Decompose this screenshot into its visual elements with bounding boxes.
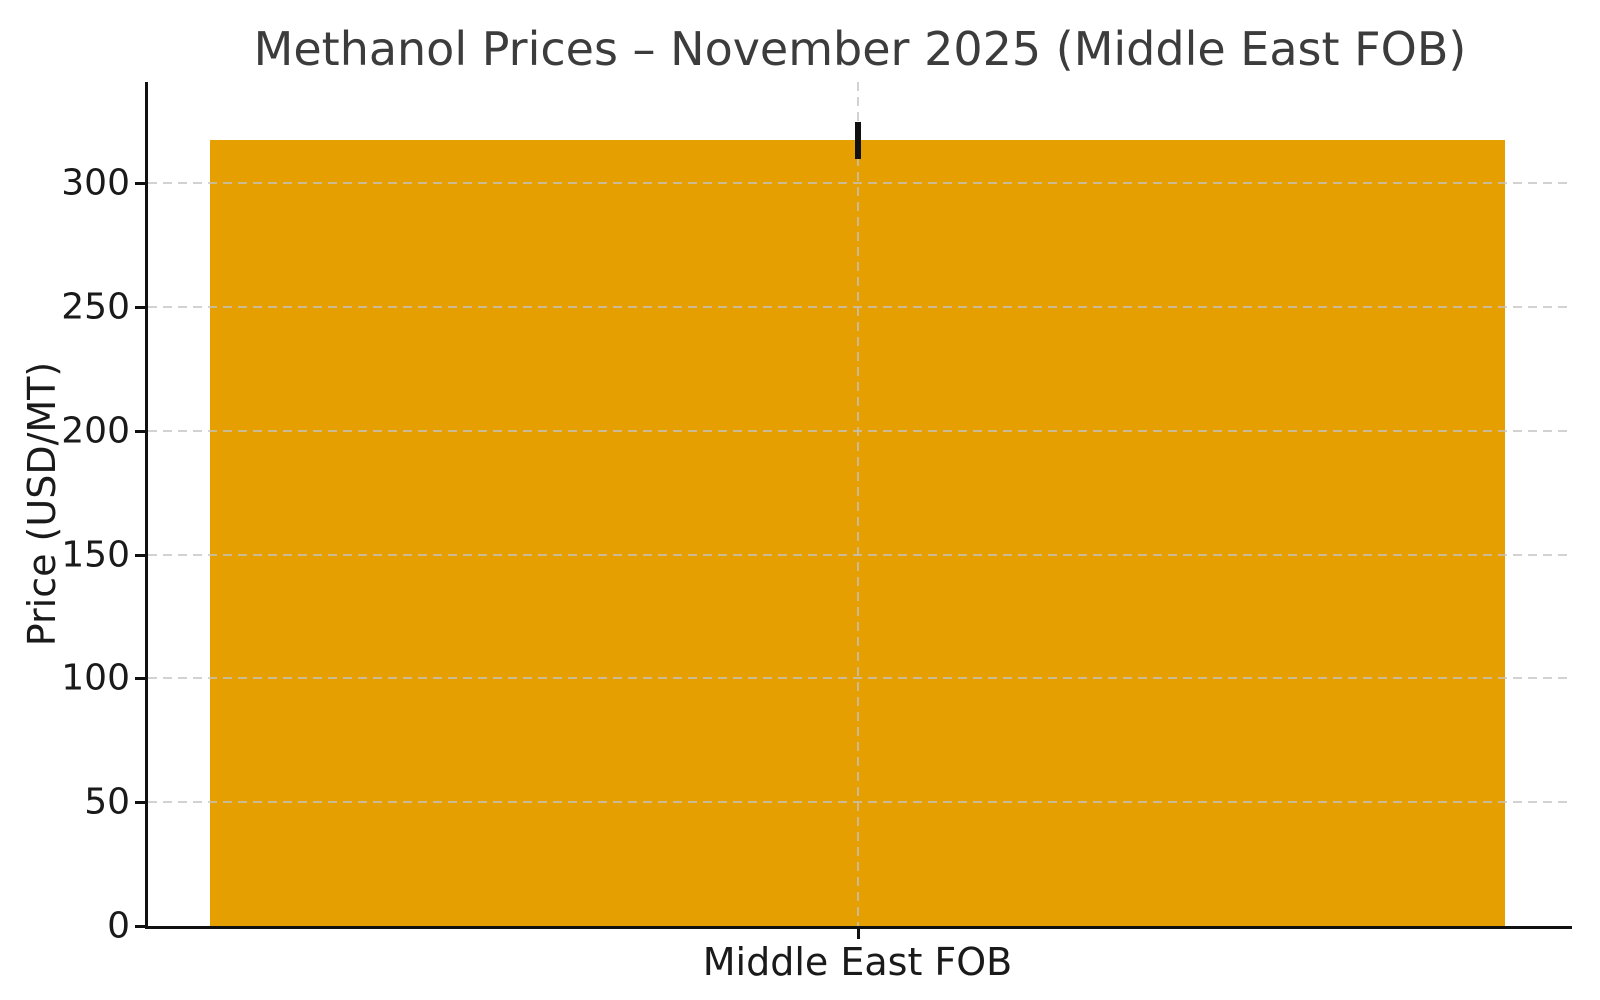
y-tick-label-200: 200 bbox=[61, 410, 130, 452]
y-tick-label-0: 0 bbox=[107, 905, 130, 947]
y-tick-mark-200 bbox=[135, 429, 148, 433]
x-tick-label: Middle East FOB bbox=[702, 940, 1013, 984]
y-tick-label-150: 150 bbox=[61, 534, 130, 576]
h-gridline-150 bbox=[148, 553, 1572, 556]
y-tick-mark-150 bbox=[135, 553, 148, 557]
x-axis-spine bbox=[145, 926, 1572, 929]
chart-title: Methanol Prices – November 2025 (Middle … bbox=[253, 22, 1467, 76]
h-gridline-200 bbox=[148, 429, 1572, 432]
error-bar bbox=[854, 121, 861, 159]
y-tick-mark-0 bbox=[135, 925, 148, 928]
y-tick-mark-100 bbox=[135, 677, 148, 681]
y-tick-label-50: 50 bbox=[84, 781, 130, 823]
h-gridline-250 bbox=[148, 306, 1572, 309]
v-gridline-category bbox=[856, 82, 859, 926]
y-tick-mark-50 bbox=[135, 801, 148, 805]
h-gridline-300 bbox=[148, 182, 1572, 185]
y-tick-label-250: 250 bbox=[61, 286, 130, 328]
plot-area bbox=[148, 82, 1572, 926]
y-tick-mark-250 bbox=[135, 306, 148, 310]
y-tick-mark-300 bbox=[135, 182, 148, 186]
y-tick-label-100: 100 bbox=[61, 657, 130, 699]
h-gridline-100 bbox=[148, 677, 1572, 680]
x-tick-mark bbox=[856, 929, 860, 939]
h-gridline-50 bbox=[148, 801, 1572, 804]
y-axis-spine bbox=[145, 82, 148, 929]
y-tick-label-300: 300 bbox=[61, 162, 130, 204]
